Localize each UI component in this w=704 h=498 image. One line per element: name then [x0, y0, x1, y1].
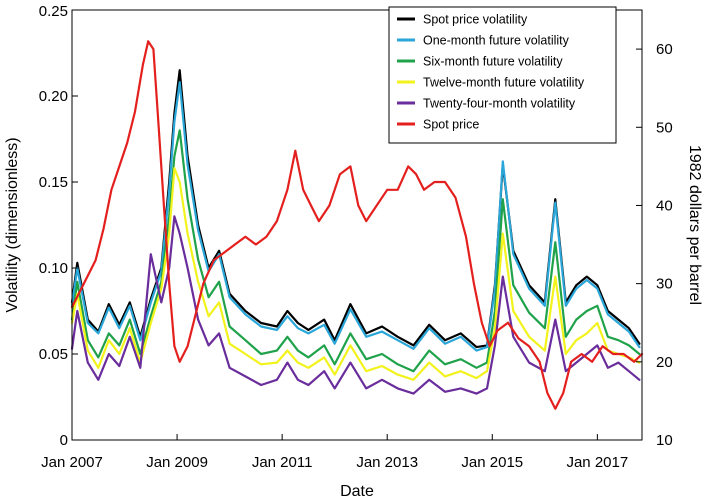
series-line-spot-price [70, 40, 644, 410]
x-tick-label: Jan 2009 [146, 454, 208, 471]
right-y-tick-label: 20 [656, 354, 673, 371]
left-y-tick-label: 0.05 [39, 346, 68, 363]
x-tick-label: Jan 2013 [356, 454, 418, 471]
left-y-tick-label: 0.25 [39, 3, 68, 20]
left-y-tick-label: 0 [60, 432, 68, 449]
series-line-six-month-future-volatility [70, 129, 641, 373]
series-line-one-month-future-volatility [70, 81, 641, 352]
legend-entry: Six-month future volatility [423, 55, 563, 69]
legend-box [388, 6, 617, 144]
right-y-tick-label: 60 [656, 41, 673, 58]
right-y-tick-label: 50 [656, 119, 673, 136]
legend-entry: Spot price volatility [423, 13, 528, 27]
series-line-twelve-month-future-volatility [70, 167, 641, 381]
right-y-tick-label: 40 [656, 197, 673, 214]
legend-entry: Twelve-month future volatility [423, 76, 585, 90]
series-line-twenty-four-month-volatility [70, 215, 641, 395]
x-tick-label: Jan 2007 [41, 454, 103, 471]
legend-entry: One-month future volatility [423, 34, 570, 48]
left-y-tick-label: 0.10 [39, 260, 68, 277]
legend: Spot price volatility One-month future vo… [388, 6, 617, 144]
x-axis-title: Date [340, 483, 374, 498]
left-y-tick-label: 0.15 [39, 174, 68, 191]
legend-entry: Twenty-four-month volatility [423, 97, 576, 111]
right-y-tick-label: 30 [656, 276, 673, 293]
right-y-axis-title: 1982 dollars per barrel [686, 145, 703, 305]
right-y-tick-label: 10 [656, 432, 673, 449]
left-y-tick-label: 0.20 [39, 88, 68, 105]
legend-entry: Spot price [423, 118, 479, 132]
x-tick-label: Jan 2017 [566, 454, 628, 471]
x-tick-label: Jan 2015 [461, 454, 523, 471]
left-y-axis-title: Volatility (dimensionless) [4, 137, 21, 312]
x-tick-label: Jan 2011 [252, 454, 313, 471]
plot-area [71, 9, 643, 441]
